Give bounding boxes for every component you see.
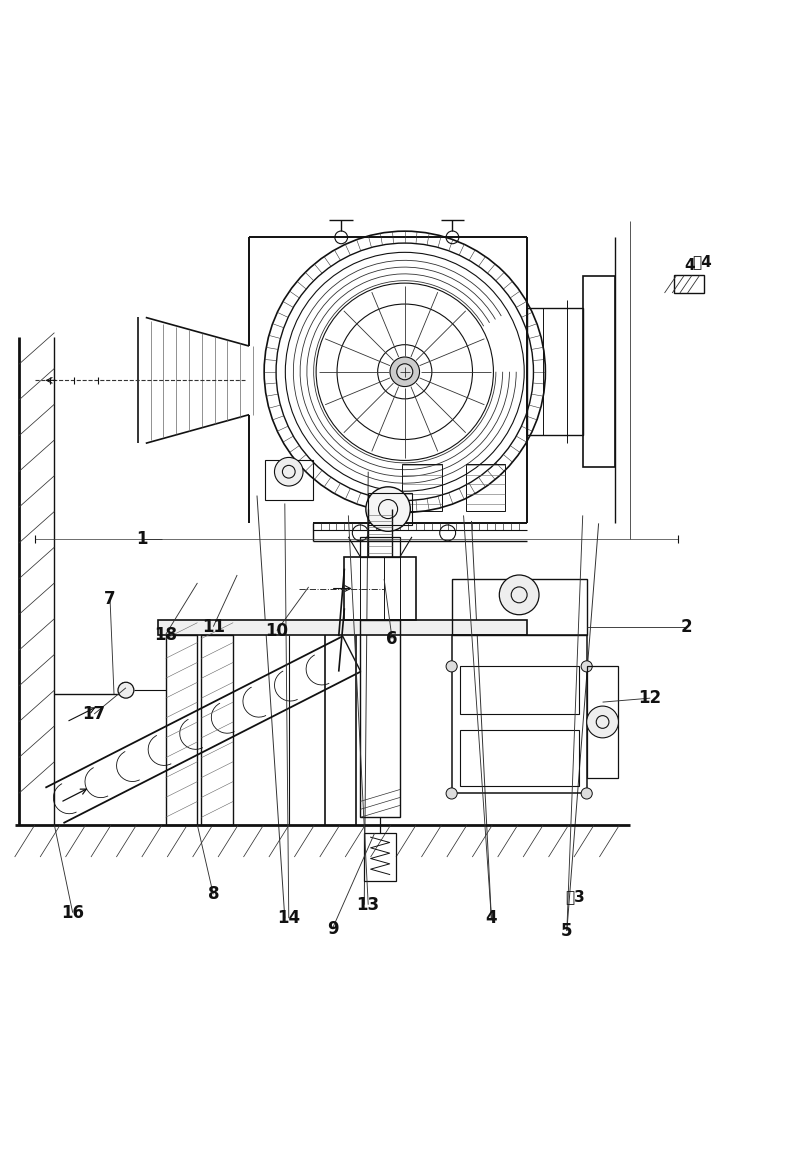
Circle shape	[586, 706, 618, 738]
Text: 图4: 图4	[692, 254, 712, 269]
Circle shape	[118, 682, 134, 698]
Bar	[459, 730, 578, 785]
Bar	[452, 578, 586, 635]
Circle shape	[274, 458, 303, 486]
Text: 8: 8	[207, 886, 219, 904]
Text: 4: 4	[486, 910, 497, 927]
Text: 5: 5	[561, 922, 573, 940]
Bar	[582, 276, 614, 467]
Circle shape	[499, 575, 539, 615]
Bar	[368, 493, 412, 524]
Text: 1: 1	[136, 530, 147, 549]
Text: 6: 6	[386, 629, 398, 647]
Bar	[586, 666, 618, 777]
Bar	[459, 666, 578, 714]
Text: 14: 14	[278, 910, 300, 927]
Circle shape	[581, 661, 592, 672]
Bar	[158, 620, 527, 635]
Bar	[466, 463, 506, 512]
Text: 2: 2	[680, 618, 692, 636]
Bar	[527, 308, 582, 436]
Text: 9: 9	[326, 920, 338, 937]
Bar	[402, 463, 442, 512]
Circle shape	[446, 788, 458, 799]
Bar	[265, 460, 313, 499]
Circle shape	[446, 661, 458, 672]
Text: 12: 12	[638, 689, 662, 707]
Text: 16: 16	[61, 904, 84, 921]
Bar	[364, 834, 396, 881]
Text: 13: 13	[357, 896, 380, 914]
Bar	[360, 620, 400, 818]
Bar	[674, 276, 704, 293]
Text: 10: 10	[266, 622, 288, 639]
Text: 17: 17	[82, 705, 106, 723]
Bar	[344, 557, 416, 620]
Circle shape	[581, 788, 592, 799]
Circle shape	[390, 356, 419, 386]
Text: 图3: 图3	[565, 889, 585, 904]
Bar	[166, 635, 198, 826]
Bar	[202, 635, 233, 826]
Text: 11: 11	[202, 618, 225, 636]
Circle shape	[397, 363, 413, 380]
Text: 4: 4	[684, 259, 694, 274]
Text: 18: 18	[154, 626, 177, 644]
Text: 7: 7	[104, 590, 116, 608]
Circle shape	[366, 486, 410, 531]
Bar	[452, 635, 586, 794]
Bar	[360, 537, 400, 557]
